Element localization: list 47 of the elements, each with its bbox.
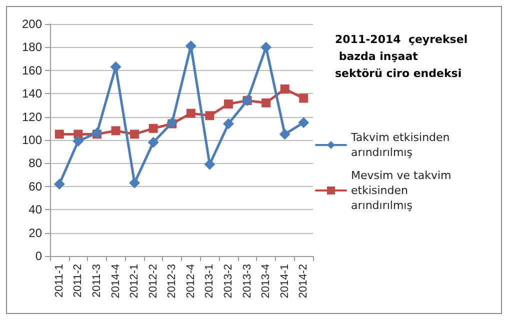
y-tick-label: 100 xyxy=(22,133,42,147)
point xyxy=(204,158,216,170)
point xyxy=(260,42,272,53)
point xyxy=(299,94,308,103)
point xyxy=(54,130,64,139)
x-tick-label: 2012-3 xyxy=(166,264,178,298)
point xyxy=(279,128,290,140)
point xyxy=(186,108,196,118)
x-tick-label: 2014-4 xyxy=(110,264,122,298)
point xyxy=(72,136,84,147)
x-tick-label: 2011-2 xyxy=(72,264,84,298)
x-tick-label: 2013-4 xyxy=(260,264,272,298)
point xyxy=(298,117,310,128)
point xyxy=(222,118,234,130)
x-tick-label: 2014-2 xyxy=(298,264,310,298)
y-tick-label: 0 xyxy=(35,249,42,263)
legend-label: Mevsim ve takvim etkisinden arındırılmış xyxy=(351,169,455,212)
y-tick-label: 20 xyxy=(28,226,42,240)
point xyxy=(111,126,120,136)
x-tick-label: 2014-1 xyxy=(278,264,291,298)
point xyxy=(224,100,233,109)
x-tick-label: 2011-1 xyxy=(53,264,66,298)
x-tick-label: 2013-3 xyxy=(241,264,254,298)
y-tick-label: 60 xyxy=(28,179,42,194)
y-tick-label: 80 xyxy=(28,156,42,170)
point xyxy=(262,98,271,108)
point xyxy=(280,84,290,94)
x-tick-label: 2013-2 xyxy=(222,264,234,298)
y-tick-label: 140 xyxy=(22,86,42,101)
text: 2011-2014 çeyreksel bazda inşaat sektörü ciro endeksi xyxy=(335,33,468,80)
x-tick-label: 2011-3 xyxy=(90,264,103,298)
point xyxy=(130,130,140,139)
x-tick-label: 2013-1 xyxy=(204,264,216,298)
y-tick-label: 160 xyxy=(22,63,42,78)
point xyxy=(148,136,159,148)
point xyxy=(148,124,158,133)
y-tick-label: 120 xyxy=(22,110,42,124)
y-tick-label: 200 xyxy=(22,17,42,31)
point xyxy=(129,177,140,188)
point xyxy=(54,178,65,190)
x-tick-label: 2012-4 xyxy=(184,264,197,298)
y-tick-label: 40 xyxy=(28,202,42,217)
legend-label: Takvim etkisinden arındırılmış xyxy=(350,131,454,159)
x-tick-label: 2012-1 xyxy=(128,264,141,298)
y-tick-label: 180 xyxy=(22,40,42,54)
x-tick-label: 2012-2 xyxy=(147,264,160,298)
point xyxy=(205,111,214,120)
